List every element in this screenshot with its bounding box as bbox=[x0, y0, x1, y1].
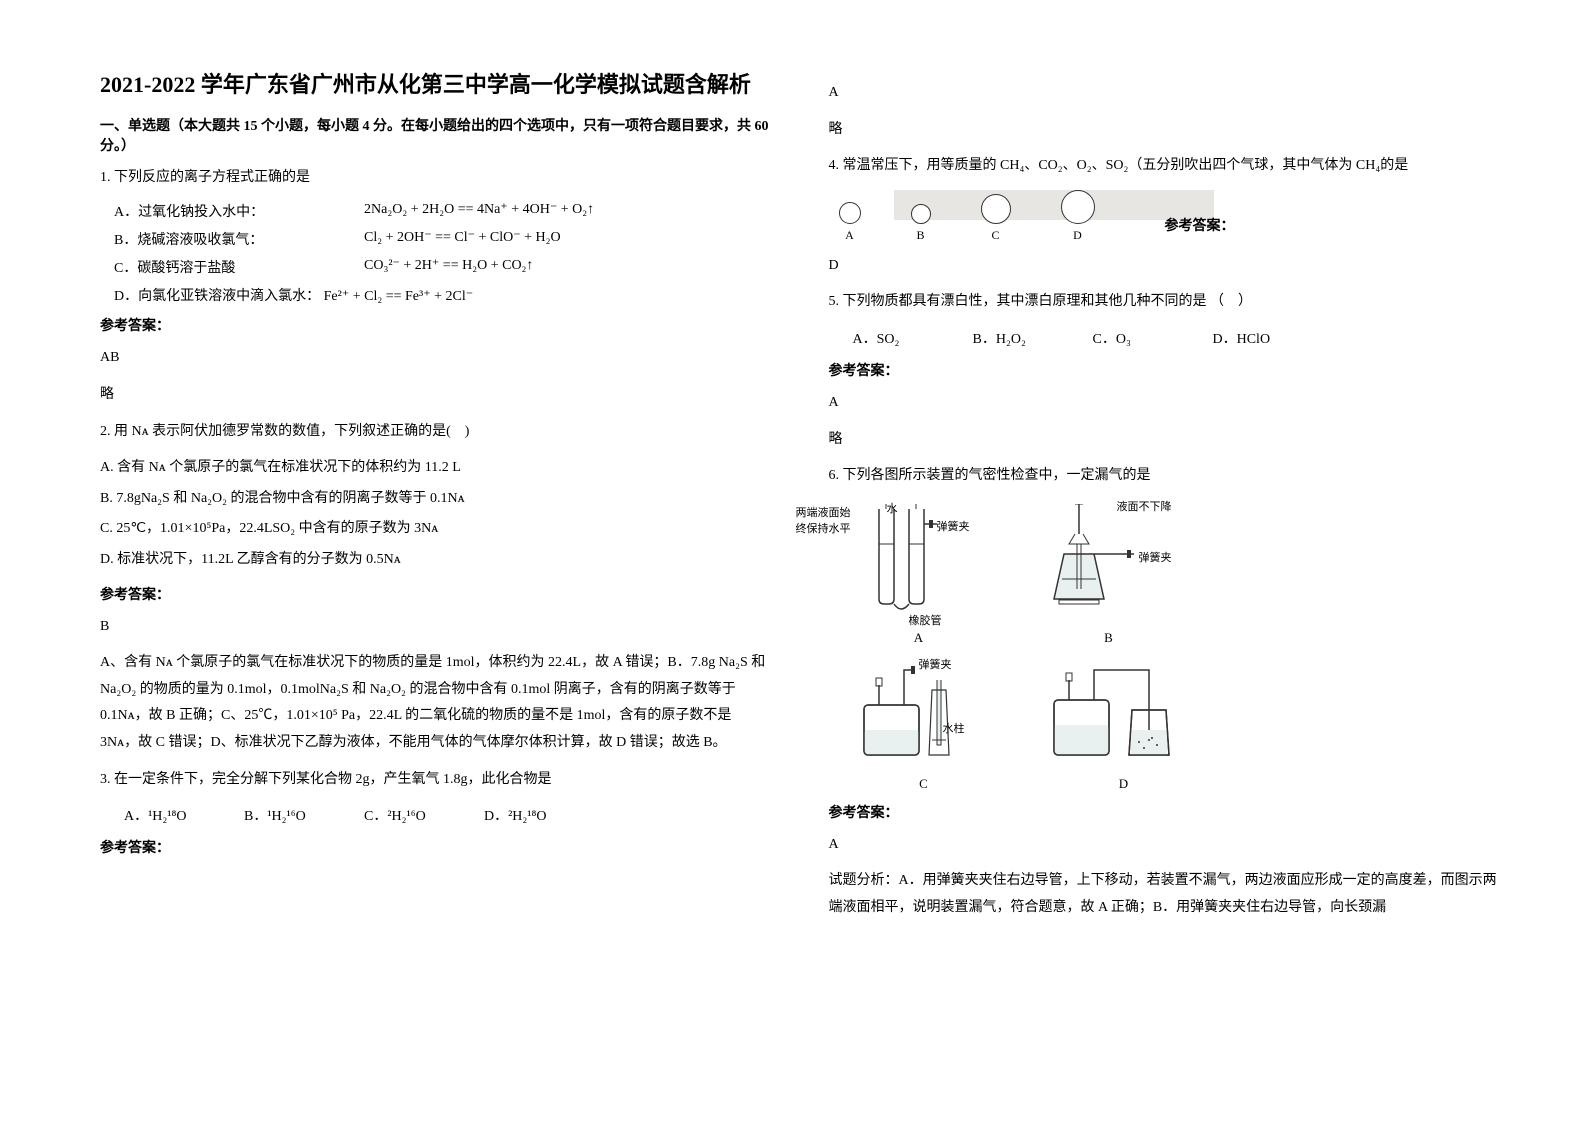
device-a-cap: A bbox=[914, 630, 923, 646]
q1-ans-label: 参考答案： bbox=[100, 315, 769, 335]
q1-d-eq: Fe²⁺ + Cl₂ == Fe³⁺ + 2Cl⁻ bbox=[324, 289, 473, 304]
balloon-b: B bbox=[911, 204, 931, 243]
q3-options: A．¹H₂¹⁸O B．¹H₂¹⁶O C．²H₂¹⁶O D．²H₂¹⁸O bbox=[124, 805, 769, 825]
q1-a-eq: 2Na₂O₂ + 2H₂O == 4Na⁺ + 4OH⁻ + O₂↑ bbox=[364, 201, 594, 221]
balloon-d-label: D bbox=[1073, 228, 1082, 243]
device-c-cap: C bbox=[919, 776, 928, 792]
q5-ans-label: 参考答案： bbox=[829, 360, 1498, 380]
balloon-c-circle bbox=[981, 194, 1011, 224]
balloon-a-circle bbox=[839, 202, 861, 224]
q3-ans-label: 参考答案： bbox=[100, 837, 769, 857]
note-clip-b: 弹簧夹 bbox=[1139, 549, 1172, 565]
balloon-c-label: C bbox=[991, 228, 999, 243]
device-d-svg bbox=[1049, 660, 1199, 770]
q3-opt-a: A．¹H₂¹⁸O bbox=[124, 805, 204, 825]
q5-opt-c: C．O₃ bbox=[1093, 328, 1173, 348]
q3-opt-b: B．¹H₂¹⁶O bbox=[244, 805, 324, 825]
q2-opt-a: A. 含有 Nᴀ 个氯原子的氯气在标准状况下的体积约为 11.2 L bbox=[100, 455, 769, 482]
q1-ans: AB bbox=[100, 345, 769, 372]
q6-row-2: 弹簧夹 水柱 C bbox=[859, 660, 1498, 792]
q2-stem: 2. 用 Nᴀ 表示阿伏加德罗常数的数值，下列叙述正确的是( ) bbox=[100, 419, 769, 446]
q2-ans: B bbox=[100, 614, 769, 641]
q2-opt-c: C. 25℃，1.01×10⁵Pa，22.4LSO₂ 中含有的原子数为 3Nᴀ bbox=[100, 516, 769, 543]
q4-balloons: A B C D 参考答案： bbox=[839, 190, 1498, 243]
q5-opt-d: D．HClO bbox=[1213, 328, 1293, 348]
device-c-svg bbox=[859, 660, 989, 770]
device-d: D bbox=[1049, 660, 1199, 792]
q2-opt-b: B. 7.8gNa₂S 和 Na₂O₂ 的混合物中含有的阴离子数等于 0.1Nᴀ bbox=[100, 486, 769, 513]
q5-exp: 略 bbox=[829, 427, 1498, 454]
q2-opt-d: D. 标准状况下，11.2L 乙醇含有的分子数为 0.5Nᴀ bbox=[100, 547, 769, 574]
q1-opt-b: B．烧碱溶液吸收氯气： Cl₂ + 2OH⁻ == Cl⁻ + ClO⁻ + H… bbox=[114, 229, 769, 249]
q3-stem: 3. 在一定条件下，完全分解下列某化合物 2g，产生氧气 1.8g，此化合物是 bbox=[100, 767, 769, 794]
device-d-cap: D bbox=[1119, 776, 1128, 792]
q5-opt-b: B．H₂O₂ bbox=[973, 328, 1053, 348]
balloon-d: D bbox=[1061, 190, 1095, 243]
q2-ans-label: 参考答案： bbox=[100, 584, 769, 604]
note-clip-c: 弹簧夹 bbox=[919, 656, 952, 672]
q3-exp: 略 bbox=[829, 117, 1498, 144]
q5-ans: A bbox=[829, 390, 1498, 417]
device-b: 液面不下降 弹簧夹 B bbox=[1039, 504, 1179, 646]
note-rubber: 橡胶管 bbox=[909, 612, 942, 628]
q1-b-label: B．烧碱溶液吸收氯气： bbox=[114, 229, 364, 249]
left-column: 2021-2022 学年广东省广州市从化第三中学高一化学模拟试题含解析 一、单选… bbox=[100, 70, 769, 1082]
q2-exp: A、含有 Nᴀ 个氯原子的氯气在标准状况下的物质的量是 1mol，体积约为 22… bbox=[100, 650, 769, 756]
q6-row-1: 两端液面始终保持水平 水 弹簧夹 橡胶管 A 液面不下降 弹簧夹 bbox=[859, 504, 1498, 646]
right-column: A 略 4. 常温常压下，用等质量的 CH₄、CO₂、O₂、SO₂（五分别吹出四… bbox=[829, 70, 1498, 1082]
q1-opt-c: C．碳酸钙溶于盐酸 CO₃²⁻ + 2H⁺ == H₂O + CO₂↑ bbox=[114, 257, 769, 277]
device-b-cap: B bbox=[1104, 630, 1113, 646]
q3-ans: A bbox=[829, 80, 1498, 107]
q1-stem: 1. 下列反应的离子方程式正确的是 bbox=[100, 165, 769, 192]
device-a: 两端液面始终保持水平 水 弹簧夹 橡胶管 A bbox=[859, 504, 979, 646]
q6-stem: 6. 下列各图所示装置的气密性检查中，一定漏气的是 bbox=[829, 463, 1498, 490]
section-1-heading: 一、单选题（本大题共 15 个小题，每小题 4 分。在每小题给出的四个选项中，只… bbox=[100, 115, 769, 155]
q1-opt-d: D．向氯化亚铁溶液中滴入氯水： Fe²⁺ + Cl₂ == Fe³⁺ + 2Cl… bbox=[114, 285, 769, 305]
balloon-b-label: B bbox=[916, 228, 924, 243]
balloon-c: C bbox=[981, 194, 1011, 243]
q1-a-label: A．过氧化钠投入水中： bbox=[114, 201, 364, 221]
balloon-b-circle bbox=[911, 204, 931, 224]
q6-ans-label: 参考答案： bbox=[829, 802, 1498, 822]
note-liquid-level: 两端液面始终保持水平 bbox=[791, 504, 851, 536]
q5-stem: 5. 下列物质都具有漂白性，其中漂白原理和其他几种不同的是 （ ） bbox=[829, 289, 1498, 316]
q5-opt-a: A．SO₂ bbox=[853, 328, 933, 348]
exam-title: 2021-2022 学年广东省广州市从化第三中学高一化学模拟试题含解析 bbox=[100, 70, 769, 101]
q1-opt-a: A．过氧化钠投入水中： 2Na₂O₂ + 2H₂O == 4Na⁺ + 4OH⁻… bbox=[114, 201, 769, 221]
balloon-a: A bbox=[839, 202, 861, 243]
device-c: 弹簧夹 水柱 C bbox=[859, 660, 989, 792]
q4-stem: 4. 常温常压下，用等质量的 CH₄、CO₂、O₂、SO₂（五分别吹出四个气球，… bbox=[829, 153, 1498, 180]
balloon-a-label: A bbox=[845, 228, 854, 243]
q1-b-eq: Cl₂ + 2OH⁻ == Cl⁻ + ClO⁻ + H₂O bbox=[364, 229, 561, 249]
note-no-drop: 液面不下降 bbox=[1117, 498, 1172, 514]
q3-opt-c: C．²H₂¹⁶O bbox=[364, 805, 444, 825]
q1-exp: 略 bbox=[100, 382, 769, 409]
q1-c-label: C．碳酸钙溶于盐酸 bbox=[114, 257, 364, 277]
q4-ans-label: 参考答案： bbox=[1165, 215, 1235, 235]
q1-d-label: D．向氯化亚铁溶液中滴入氯水： bbox=[114, 289, 320, 304]
note-clip-a: 弹簧夹 bbox=[937, 518, 970, 534]
q5-options: A．SO₂ B．H₂O₂ C．O₃ D．HClO bbox=[853, 328, 1498, 348]
q4-ans: D bbox=[829, 253, 1498, 280]
q6-exp: 试题分析：A．用弹簧夹夹住右边导管，上下移动，若装置不漏气，两边液面应形成一定的… bbox=[829, 868, 1498, 921]
note-water: 水 bbox=[887, 500, 898, 516]
q1-c-eq: CO₃²⁻ + 2H⁺ == H₂O + CO₂↑ bbox=[364, 257, 533, 277]
balloon-d-circle bbox=[1061, 190, 1095, 224]
q3-opt-d: D．²H₂¹⁸O bbox=[484, 805, 564, 825]
note-water-col: 水柱 bbox=[943, 720, 965, 736]
q6-ans: A bbox=[829, 832, 1498, 859]
